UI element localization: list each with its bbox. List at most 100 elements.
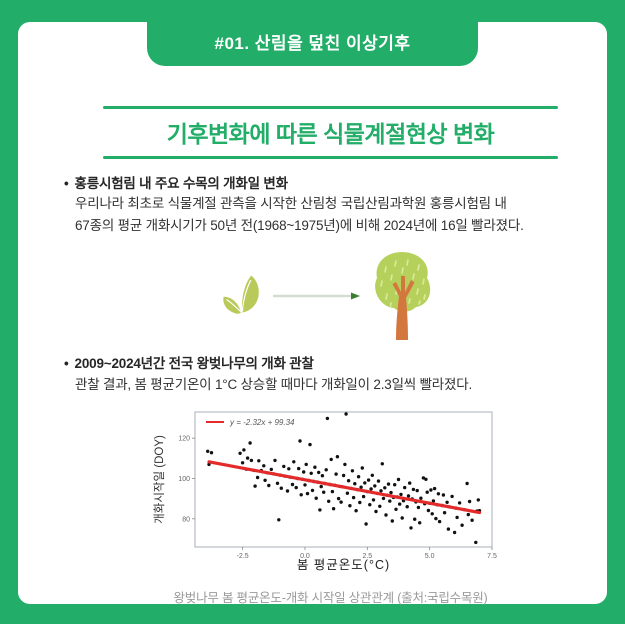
data-point [446,527,451,531]
data-point [302,470,306,474]
data-point [351,495,356,500]
title-divider-top [103,106,558,109]
y-tick-label: 80 [182,516,190,523]
data-point [285,489,290,493]
x-tick-label: 0.0 [300,553,310,560]
data-point [327,499,331,503]
y-tick-label: 100 [178,476,190,483]
data-point [257,459,261,463]
data-point [290,482,295,487]
data-point [405,505,409,509]
data-point [394,507,398,511]
data-point [255,475,260,480]
data-point [376,479,381,483]
regression-line [207,460,482,515]
bullet-dot: • [64,356,69,371]
data-point [369,487,373,491]
data-point [299,493,303,497]
data-point [273,458,277,463]
data-point [267,483,271,488]
data-point [325,416,330,421]
data-point [359,485,363,489]
data-point [371,498,376,502]
data-point [209,451,214,455]
data-point [358,500,362,505]
data-point [408,481,412,485]
data-point [424,477,428,481]
data-point [364,522,368,526]
data-point [344,412,348,416]
x-tick-label: 7.5 [487,553,497,560]
section1-heading-text: 홍릉시험림 내 주요 수목의 개화일 변화 [74,176,288,191]
data-point [386,482,391,486]
data-point [330,489,335,494]
header-tab-label: #01. 산림을 덮친 이상기후 [214,33,411,53]
data-point [319,484,323,489]
data-point [269,467,273,472]
data-point [334,472,338,476]
data-point [361,494,366,499]
data-point [354,509,358,513]
section1-heading: • 홍릉시험림 내 주요 수목의 개화일 변화 [64,172,288,192]
data-point [450,494,454,499]
section2-heading: • 2009~2024년간 전국 왕벚나무의 개화 관찰 [64,352,314,372]
data-point [253,484,257,488]
scatter-chart: -2.5 0.0 2.5 5.0 7.5 80 100 120 y = -2.32x + 99.… [152,411,497,572]
data-point [465,481,469,486]
section1-body-line2: 67종의 평균 개화시기가 50년 전(1968~1975년)에 비해 2024… [75,218,524,233]
chart-caption: 왕벚나무 봄 평균온도-개화 시작일 상관관계 (출처:국립수목원) [173,591,488,605]
data-point [360,466,364,470]
data-point [346,479,351,483]
data-point [445,500,449,504]
data-point [396,477,401,482]
data-point [432,486,437,491]
data-point [390,519,394,523]
data-point [366,478,371,482]
data-point [353,482,357,486]
data-point [368,503,372,507]
data-point [384,513,388,517]
y-tick-label: 120 [178,436,190,443]
data-point [434,516,438,521]
data-point [466,512,470,517]
data-point [287,467,291,471]
data-point [249,458,254,463]
data-point [275,481,280,485]
data-point [476,498,480,502]
data-point [419,496,423,500]
data-point [336,496,341,501]
data-point [320,474,325,478]
data-point [429,488,433,492]
data-point [339,500,343,504]
data-point [240,461,245,465]
data-point [431,499,436,503]
header-tab: #01. 산림을 덮친 이상기후 [147,0,478,66]
data-point [356,475,361,479]
data-point [421,476,426,480]
data-point [415,488,419,493]
data-point [329,457,333,462]
data-point [399,492,403,497]
data-point [373,484,377,488]
data-point [455,515,459,520]
content-card: 기후변화에 따른 식물계절현상 변화 • 홍릉시험림 내 주요 수목의 개화일 변… [18,22,607,605]
data-point [474,540,478,545]
section2-body: 관찰 결과, 봄 평균기온이 1°C 상승할 때마다 개화일이 2.3일씩 빨라… [75,374,472,396]
section2-body-line1: 관찰 결과, 봄 평균기온이 1°C 상승할 때마다 개화일이 2.3일씩 빨라… [75,377,473,392]
data-point [388,499,392,503]
data-point [400,516,404,520]
section1-body-line1: 우리나라 최초로 식물계절 관측을 시작한 산림청 국립산림과학원 홍릉시험림 … [75,196,507,211]
data-point [238,451,242,455]
data-point [389,490,393,495]
data-point [279,486,283,490]
data-point [411,487,416,492]
data-point [416,505,421,510]
data-point [309,471,313,475]
data-point [393,483,397,487]
section2-heading-text: 2009~2024년간 전국 왕벚나무의 개화 관찰 [74,356,314,371]
plot-area [194,411,493,548]
data-point [206,449,210,453]
data-point [452,530,457,535]
data-point [282,464,286,469]
